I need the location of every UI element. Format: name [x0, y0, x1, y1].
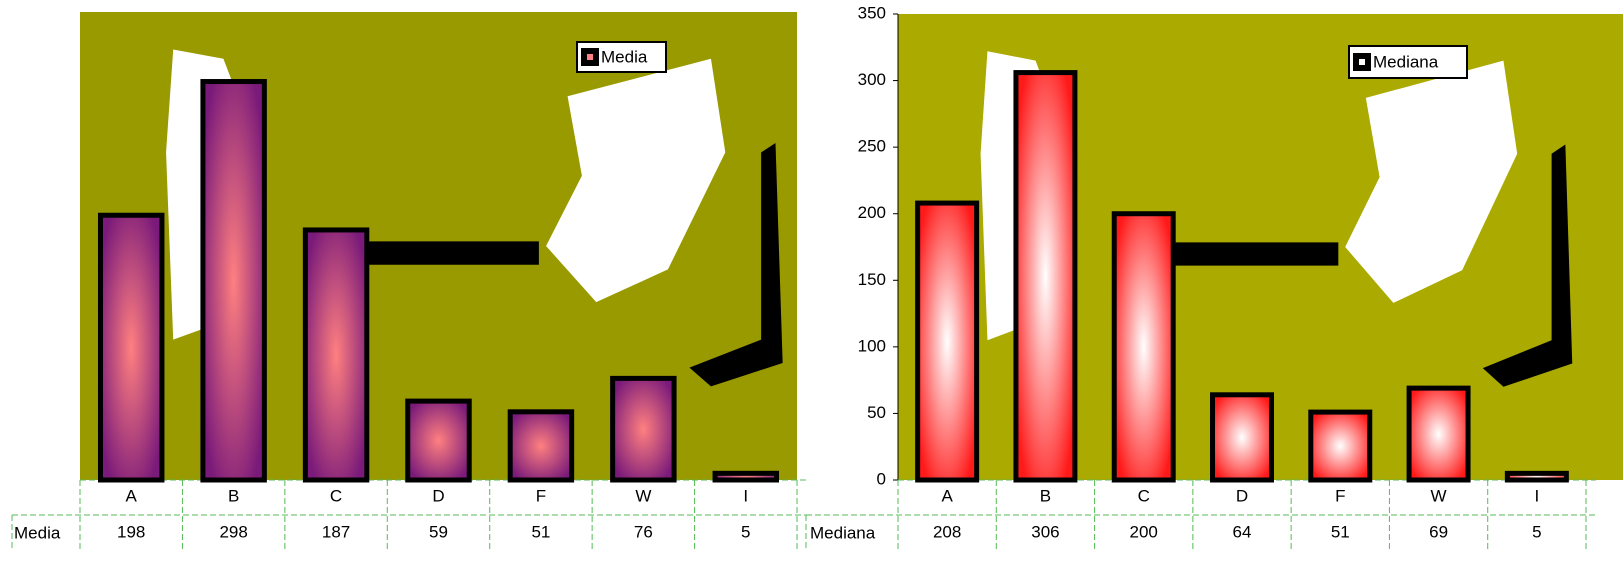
table-value: 69 — [1429, 522, 1448, 541]
table-value: 306 — [1031, 522, 1059, 541]
table-value: 76 — [634, 522, 653, 541]
x-tick-label: F — [536, 486, 546, 505]
x-tick-label: B — [1040, 486, 1051, 505]
figure-shape — [1173, 242, 1339, 266]
figure-shape — [689, 143, 783, 387]
y-tick-label: 300 — [858, 70, 886, 89]
bar — [1504, 470, 1569, 483]
table-value: 51 — [1331, 522, 1350, 541]
bar — [1406, 385, 1471, 483]
bar — [1013, 70, 1078, 483]
y-tick-label: 350 — [858, 3, 886, 22]
table-value: 5 — [1532, 522, 1541, 541]
y-tick-label: 250 — [858, 137, 886, 156]
bar — [1210, 392, 1274, 483]
legend-box — [576, 41, 667, 73]
x-tick-label: D — [1236, 486, 1248, 505]
legend-key-swatch — [587, 54, 593, 60]
bar — [610, 375, 677, 483]
figure-shape — [546, 58, 726, 303]
x-tick-label: I — [743, 486, 748, 505]
figure-shape — [1345, 60, 1518, 303]
bar — [200, 79, 267, 483]
y-tick-label: 150 — [858, 270, 886, 289]
x-tick-label: F — [1335, 486, 1345, 505]
table-value: 298 — [219, 522, 247, 541]
x-tick-label: A — [126, 486, 138, 505]
x-tick-label: C — [1138, 486, 1150, 505]
y-tick-label: 0 — [877, 469, 886, 488]
x-tick-label: W — [635, 486, 651, 505]
table-row-label: Media — [14, 523, 61, 542]
bar — [405, 398, 472, 483]
table-row-label: Mediana — [810, 523, 876, 542]
legend-label: Mediana — [1373, 52, 1439, 71]
bar — [1111, 211, 1176, 483]
x-tick-label: C — [330, 486, 342, 505]
table-value: 64 — [1233, 522, 1252, 541]
bar — [712, 470, 780, 483]
table-value: 198 — [117, 522, 145, 541]
table-value: 208 — [933, 522, 961, 541]
bar — [97, 212, 165, 483]
bar — [915, 200, 980, 483]
legend-label: Media — [601, 47, 648, 66]
x-tick-label: A — [941, 486, 953, 505]
table-value: 200 — [1130, 522, 1158, 541]
x-tick-label: D — [432, 486, 444, 505]
bar — [302, 227, 370, 483]
x-tick-label: I — [1534, 486, 1539, 505]
bar — [1308, 409, 1373, 483]
y-tick-label: 200 — [858, 203, 886, 222]
table-value: 59 — [429, 522, 448, 541]
x-tick-label: W — [1431, 486, 1447, 505]
table-value: 187 — [322, 522, 350, 541]
x-tick-label: B — [228, 486, 239, 505]
table-value: 5 — [741, 522, 750, 541]
table-value: 51 — [531, 522, 550, 541]
figure-shape — [1482, 144, 1573, 387]
figure-shape — [366, 241, 539, 265]
y-tick-label: 100 — [858, 336, 886, 355]
bar — [507, 409, 575, 483]
y-tick-label: 50 — [867, 403, 886, 422]
legend-key-swatch — [1359, 59, 1365, 65]
